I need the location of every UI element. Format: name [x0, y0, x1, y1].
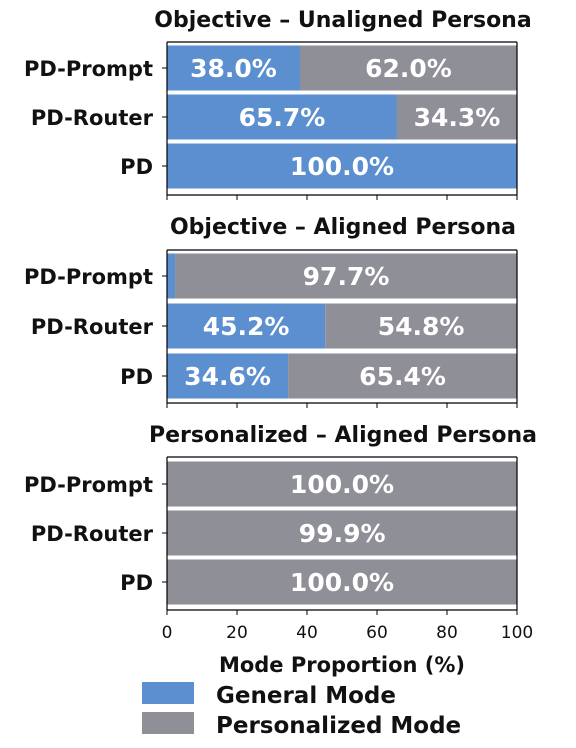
- category-label: PD: [120, 365, 153, 389]
- x-tick-label: 80: [436, 623, 458, 643]
- data-label: 100.0%: [290, 152, 394, 181]
- data-label: 97.7%: [303, 262, 390, 291]
- bar-segment-general: [167, 45, 300, 91]
- bar-segment-personalized: [396, 94, 517, 140]
- data-label: 65.4%: [359, 362, 446, 391]
- category-label: PD-Router: [31, 522, 154, 546]
- data-label: 62.0%: [365, 54, 452, 83]
- bar-segment-personalized: [175, 253, 518, 299]
- category-label: PD: [120, 571, 153, 595]
- data-label: 38.0%: [190, 54, 277, 83]
- data-label: 45.2%: [203, 312, 290, 341]
- bar-segment-personalized: [167, 461, 517, 507]
- legend-label: Personalized Mode: [216, 713, 461, 739]
- bar-segment-personalized: [167, 510, 517, 556]
- category-label: PD-Prompt: [24, 473, 153, 497]
- legend-swatch: [142, 712, 194, 734]
- data-label: 34.3%: [414, 103, 501, 132]
- data-label: 65.7%: [239, 103, 326, 132]
- panel-title: Objective – Unaligned Persona: [154, 8, 531, 33]
- x-tick-label: 20: [226, 623, 248, 643]
- chart-panel-2: Objective – Aligned Persona 97.7% PD-Promp…: [24, 215, 518, 408]
- bar-segment-personalized: [300, 45, 517, 91]
- data-label: 54.8%: [378, 312, 465, 341]
- legend: General Mode Personalized Mode: [142, 682, 461, 739]
- x-tick-label: 0: [162, 623, 173, 643]
- bar-segment-general: [167, 303, 326, 349]
- data-label: 99.9%: [299, 519, 386, 548]
- x-tick-label: 40: [296, 623, 318, 643]
- bar-segment-general: [167, 353, 289, 399]
- bar-segment-general: [167, 143, 517, 189]
- data-label: 100.0%: [290, 568, 394, 597]
- x-axis-label: Mode Proportion (%): [219, 653, 465, 677]
- legend-swatch: [142, 682, 194, 704]
- category-label: PD-Router: [31, 106, 154, 130]
- bar-segment-general: [167, 253, 176, 299]
- x-tick-label: 60: [366, 623, 388, 643]
- chart-panel-3: Personalized – Aligned Persona 100.0% PD-P…: [24, 423, 537, 677]
- bar-segment-personalized: [325, 303, 517, 349]
- category-label: PD-Prompt: [24, 265, 153, 289]
- category-label: PD-Router: [31, 315, 154, 339]
- bar-segment-personalized: [167, 559, 517, 605]
- data-label: 100.0%: [290, 470, 394, 499]
- category-label: PD: [120, 155, 153, 179]
- panel-title: Personalized – Aligned Persona: [149, 423, 537, 448]
- bar-segment-general: [167, 94, 397, 140]
- panel-title: Objective – Aligned Persona: [170, 215, 516, 240]
- chart-panel-1: Objective – Unaligned Persona 38.0% 62.0% P…: [24, 8, 532, 200]
- data-label: 34.6%: [184, 362, 271, 391]
- legend-label: General Mode: [216, 683, 396, 709]
- bar-segment-personalized: [288, 353, 517, 399]
- category-label: PD-Prompt: [24, 57, 153, 81]
- x-tick-label: 100: [501, 623, 533, 643]
